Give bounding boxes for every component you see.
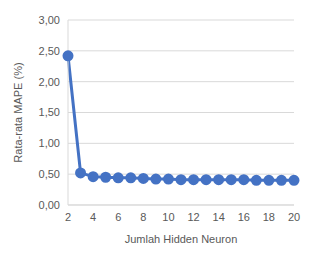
svg-text:3,00: 3,00: [39, 14, 60, 26]
svg-text:8: 8: [140, 211, 146, 223]
svg-text:2,50: 2,50: [39, 45, 60, 57]
svg-text:12: 12: [187, 211, 199, 223]
svg-text:Jumlah Hidden Neuron: Jumlah Hidden Neuron: [125, 233, 238, 245]
svg-text:6: 6: [115, 211, 121, 223]
svg-text:Rata-rata MAPE (%): Rata-rata MAPE (%): [12, 62, 24, 162]
svg-text:2: 2: [65, 211, 71, 223]
svg-text:14: 14: [213, 211, 225, 223]
svg-text:1,50: 1,50: [39, 106, 60, 118]
svg-text:18: 18: [263, 211, 275, 223]
svg-text:2,00: 2,00: [39, 76, 60, 88]
svg-text:20: 20: [288, 211, 300, 223]
svg-text:16: 16: [238, 211, 250, 223]
svg-text:4: 4: [90, 211, 96, 223]
svg-text:1,00: 1,00: [39, 137, 60, 149]
svg-text:0,00: 0,00: [39, 199, 60, 211]
svg-text:0,50: 0,50: [39, 168, 60, 180]
svg-text:10: 10: [162, 211, 174, 223]
